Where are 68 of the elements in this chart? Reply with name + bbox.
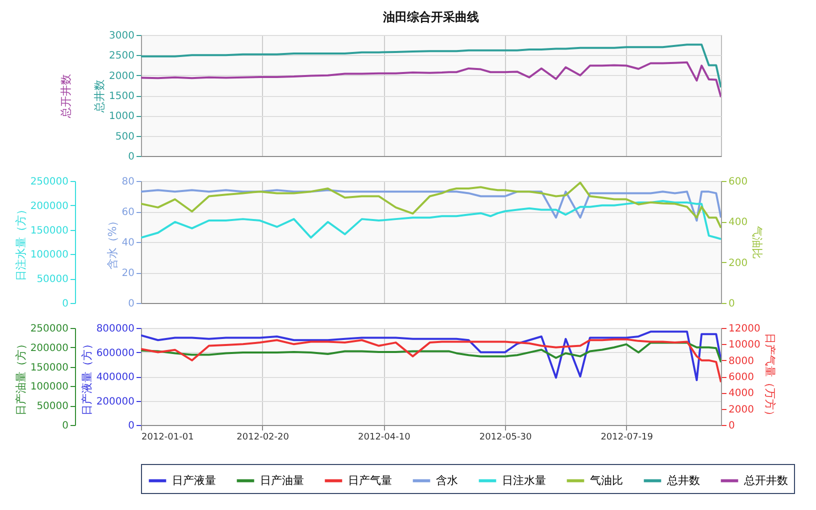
y3-tick-label: 12000	[728, 324, 760, 334]
y2-axis-title: 日产油量（方）	[14, 338, 28, 416]
y2-tick-label: 50000	[36, 274, 68, 286]
legend-label: 日产油量	[260, 474, 304, 487]
y2-tick-label: 50000	[36, 401, 68, 412]
x-tick-label: 2012-05-30	[479, 432, 532, 442]
y3-tick-label: 600	[728, 176, 748, 188]
y-tick-label: 800000	[96, 324, 134, 334]
y2-tick-label: 0	[62, 420, 68, 432]
y-axis-title: 含水（%）	[106, 215, 119, 270]
y-tick-label: 2000	[109, 70, 134, 82]
y-tick-label: 20	[122, 268, 134, 279]
x-tick-label: 2012-02-20	[236, 432, 290, 442]
x-tick-label: 2012-01-01	[142, 432, 194, 442]
x-tick-label: 2012-07-19	[600, 432, 654, 442]
y3-axis-title: 气油比	[750, 226, 764, 259]
y2-tick-label: 250000	[30, 176, 68, 188]
y-tick-label: 3000	[109, 30, 134, 42]
line-series	[141, 61, 721, 98]
x-tick-label: 2012-04-10	[358, 432, 411, 442]
y-tick-label: 0	[128, 298, 134, 310]
legend-label: 总开井数	[743, 474, 788, 487]
y3-tick-label: 0	[728, 420, 735, 432]
chart-title: 油田综合开采曲线	[382, 10, 479, 24]
y-tick-label: 600000	[96, 348, 134, 359]
y2-tick-label: 200000	[30, 342, 68, 354]
y3-tick-label: 4000	[728, 388, 754, 400]
y2-tick-label: 150000	[30, 225, 68, 236]
line-series	[141, 200, 721, 240]
line-series	[141, 342, 721, 364]
y3-tick-label: 200	[728, 258, 748, 269]
y2-tick-label: 0	[62, 298, 68, 310]
legend-label: 总井数	[666, 474, 700, 487]
legend-label: 日产气量	[348, 474, 392, 487]
y3-axis-title: 日产气量（万方）	[763, 333, 776, 421]
y3-tick-label: 8000	[728, 356, 754, 367]
line-series	[141, 330, 721, 382]
y-tick-label: 200000	[96, 396, 134, 408]
y2-tick-label: 100000	[30, 250, 68, 261]
line-series	[141, 182, 721, 229]
y-tick-label: 500	[115, 131, 134, 142]
y2-axis-title: 日注水量（方）	[14, 204, 28, 281]
line-series	[141, 189, 721, 222]
legend-label: 气油比	[590, 474, 623, 487]
y2-tick-label: 150000	[30, 362, 68, 374]
y3-tick-label: 2000	[728, 404, 754, 416]
y-tick-label: 1000	[109, 111, 134, 122]
legend-label: 含水	[436, 474, 458, 487]
y-tick-label: 400000	[96, 372, 134, 383]
y-tick-label: 60	[122, 207, 134, 218]
y-axis-title: 日产液量（方）	[80, 338, 94, 416]
y-tick-label: 40	[122, 238, 134, 248]
y2-tick-label: 250000	[30, 324, 68, 334]
y3-tick-label: 400	[728, 217, 748, 228]
legend-label: 日产液量	[172, 474, 216, 487]
y-tick-label: 80	[122, 176, 134, 188]
y-tick-label: 0	[128, 152, 134, 162]
y3-tick-label: 6000	[728, 372, 754, 383]
y2-tick-label: 100000	[30, 382, 68, 393]
y3-tick-label: 10000	[728, 340, 760, 351]
y3-tick-label: 0	[728, 298, 735, 310]
y-tick-label: 2500	[109, 50, 134, 62]
y2-axis-title: 总开井数	[60, 74, 72, 119]
y-tick-label: 1500	[109, 91, 134, 102]
y-axis-title: 总井数	[93, 80, 106, 114]
y2-tick-label: 200000	[30, 200, 68, 212]
legend-label: 日注水量	[502, 474, 546, 487]
y-tick-label: 0	[128, 420, 134, 432]
